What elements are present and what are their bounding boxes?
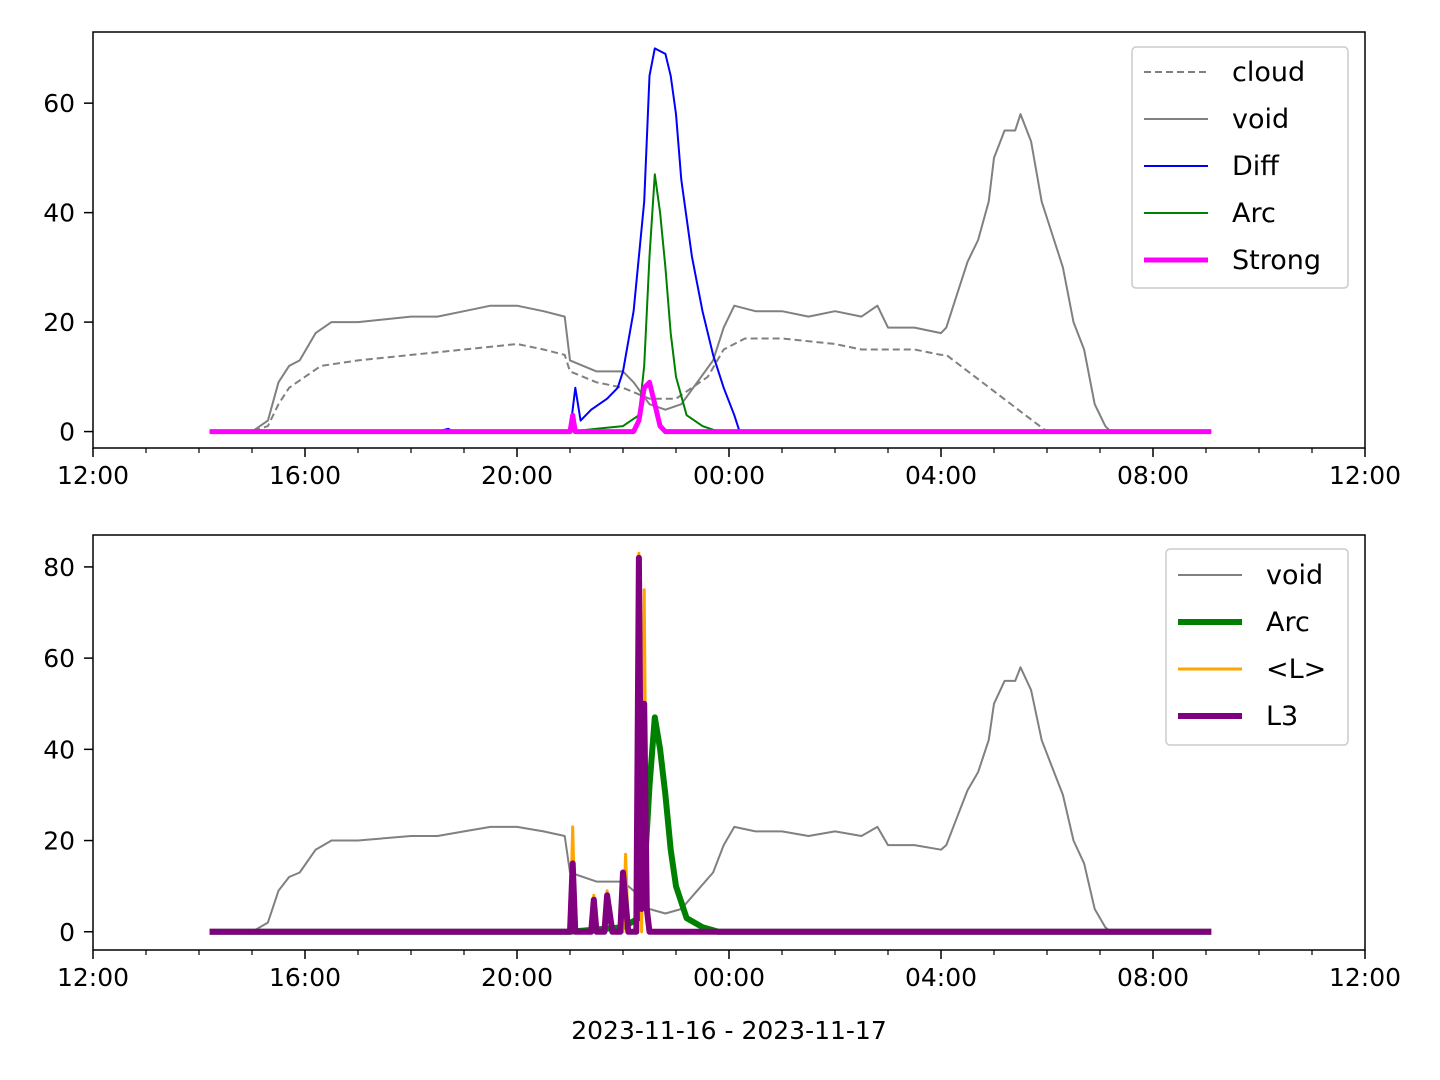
- x-tick-label: 12:00: [1329, 461, 1401, 490]
- legend-label: <L>: [1266, 654, 1326, 685]
- x-tick-label: 00:00: [693, 963, 765, 992]
- y-tick-label: 60: [43, 644, 75, 673]
- x-tick-label: 16:00: [269, 461, 341, 490]
- legend-label: Arc: [1232, 198, 1276, 229]
- y-tick-label: 0: [59, 418, 75, 447]
- legend-label: Arc: [1266, 607, 1310, 638]
- bottom-chart: 12:00 16:00 20:00 00:00 04:00 08:00 12:00 0 20 40…: [43, 534, 1401, 1045]
- series-line-strong-0: [209, 379, 1212, 435]
- x-tick-label: 04:00: [905, 963, 977, 992]
- x-tick-label: 16:00: [269, 963, 341, 992]
- x-tick-label: 20:00: [481, 461, 553, 490]
- legend-label: cloud: [1232, 57, 1305, 88]
- x-tick-label: 12:00: [1329, 963, 1401, 992]
- top-chart-ticks: 12:00 16:00 20:00 00:00 04:00 08:00 12:00 0 20 40…: [43, 89, 1401, 490]
- x-tick-label: 08:00: [1117, 963, 1189, 992]
- legend-label: void: [1232, 104, 1289, 135]
- top-legend-box: [1131, 46, 1349, 289]
- series-line-arc-0: [209, 173, 1212, 433]
- bottom-chart-series-lines: [209, 551, 1212, 935]
- y-tick-label: 20: [43, 308, 75, 337]
- series-line-l3-1: [209, 554, 1212, 935]
- series-line-cloud-0: [209, 337, 1111, 433]
- x-tick-label: 00:00: [693, 461, 765, 490]
- legend-label: void: [1266, 560, 1323, 591]
- top-chart-series-lines: [209, 47, 1212, 435]
- series-line-void-1: [209, 666, 1212, 933]
- x-tick-label: 12:00: [57, 461, 129, 490]
- legend-label: L3: [1266, 701, 1298, 732]
- series-line-void-0: [209, 113, 1212, 433]
- bottom-legend-box: [1165, 548, 1349, 746]
- top-chart: 12:00 16:00 20:00 00:00 04:00 08:00 12:00 0 20 40…: [43, 31, 1401, 490]
- y-tick-label: 80: [43, 553, 75, 582]
- y-tick-label: 20: [43, 827, 75, 856]
- x-tick-label: 04:00: [905, 461, 977, 490]
- y-tick-label: 0: [59, 918, 75, 947]
- y-tick-label: 60: [43, 89, 75, 118]
- bottom-chart-xlabel: 2023-11-16 - 2023-11-17: [571, 1016, 887, 1045]
- y-tick-label: 40: [43, 199, 75, 228]
- x-tick-label: 08:00: [1117, 461, 1189, 490]
- legend-label: Strong: [1232, 245, 1321, 276]
- legend-label: Diff: [1232, 151, 1280, 182]
- top-chart-legend: cloud void Diff Arc Strong: [1131, 46, 1349, 289]
- x-tick-label: 20:00: [481, 963, 553, 992]
- y-tick-label: 40: [43, 735, 75, 764]
- bottom-chart-legend: void Arc <L> L3: [1165, 548, 1349, 746]
- bottom-chart-ticks: 12:00 16:00 20:00 00:00 04:00 08:00 12:00 0 20 40…: [43, 553, 1401, 992]
- x-tick-label: 12:00: [57, 963, 129, 992]
